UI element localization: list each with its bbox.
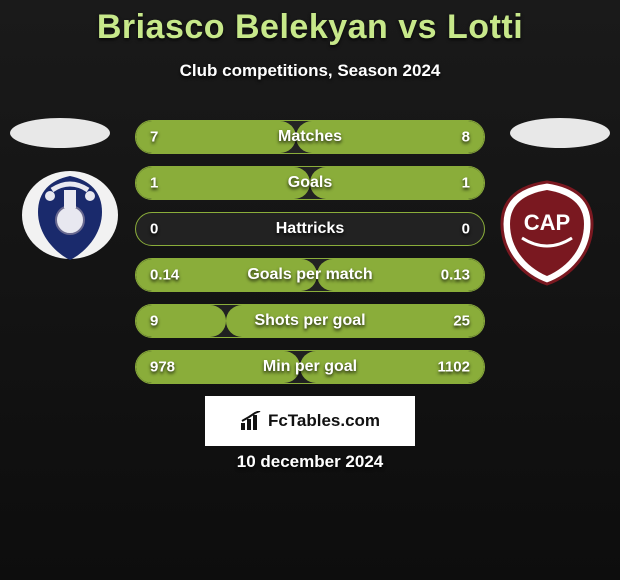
stat-fill-left [136, 121, 296, 153]
stat-row: Hattricks 0 0 [135, 212, 485, 246]
stat-value-right: 0 [462, 221, 470, 238]
club-badge-right: CAP [492, 178, 602, 288]
chart-icon [240, 411, 262, 431]
stats-table: Matches 7 8 Goals 1 1 Hattricks 0 0 Goals per mat… [135, 120, 485, 396]
stat-row: Shots per goal 9 25 [135, 304, 485, 338]
player-photo-right [510, 118, 610, 148]
subtitle: Club competitions, Season 2024 [0, 61, 620, 81]
stat-label: Matches [278, 128, 342, 146]
stat-value-left: 7 [150, 129, 158, 146]
stat-label: Goals [288, 174, 332, 192]
stat-value-right: 1 [462, 175, 470, 192]
stat-fill-left [136, 167, 310, 199]
stat-value-left: 1 [150, 175, 158, 192]
stat-label: Hattricks [276, 220, 344, 238]
club-badge-left [20, 170, 120, 270]
stat-value-left: 978 [150, 359, 175, 376]
page-title: Briasco Belekyan vs Lotti [0, 0, 620, 47]
stat-row: Goals 1 1 [135, 166, 485, 200]
stat-label: Goals per match [247, 266, 372, 284]
stat-fill-right [310, 167, 484, 199]
stat-label: Min per goal [263, 358, 357, 376]
svg-text:CAP: CAP [524, 210, 570, 235]
stat-label: Shots per goal [254, 312, 365, 330]
date-label: 10 december 2024 [0, 452, 620, 472]
stat-row: Goals per match 0.14 0.13 [135, 258, 485, 292]
footer-brand-text: FcTables.com [268, 411, 380, 431]
stat-value-left: 0.14 [150, 267, 179, 284]
footer-brand-box[interactable]: FcTables.com [205, 396, 415, 446]
stat-value-right: 1102 [437, 359, 470, 376]
stat-value-right: 0.13 [441, 267, 470, 284]
stat-value-right: 8 [462, 129, 470, 146]
player-photo-left [10, 118, 110, 148]
stat-value-right: 25 [453, 313, 470, 330]
stat-row: Matches 7 8 [135, 120, 485, 154]
stat-row: Min per goal 978 1102 [135, 350, 485, 384]
stat-value-left: 0 [150, 221, 158, 238]
stat-value-left: 9 [150, 313, 158, 330]
